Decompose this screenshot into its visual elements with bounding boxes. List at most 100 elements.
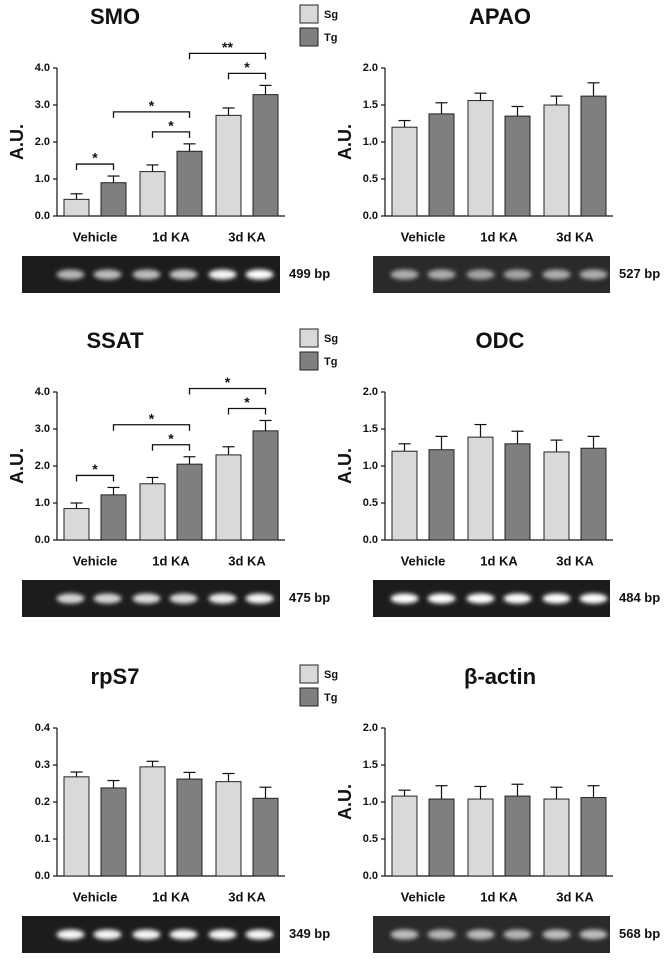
- legend-swatch: [299, 351, 319, 371]
- significance-bracket: [151, 444, 191, 451]
- y-tick-label: 1.5: [363, 423, 378, 435]
- bar: [100, 787, 127, 877]
- significance-bracket: [112, 111, 191, 118]
- legend-swatch: [299, 328, 319, 348]
- bar: [252, 797, 279, 877]
- bar: [100, 182, 127, 217]
- y-axis-label: A.U.: [335, 784, 355, 820]
- x-tick-label: Vehicle: [401, 889, 446, 904]
- chart-title: β-actin: [464, 664, 536, 689]
- y-tick-label: 1.0: [35, 497, 50, 509]
- chart-title: SMO: [90, 4, 140, 29]
- significance-bracket: [75, 163, 115, 171]
- gel-band: [245, 929, 274, 940]
- legend-swatch: [299, 687, 319, 707]
- bar: [428, 798, 455, 877]
- y-tick-label: 2.0: [35, 460, 50, 472]
- significance-label: *: [149, 410, 155, 426]
- significance-label: *: [168, 430, 174, 446]
- legend-label: Tg: [324, 32, 337, 44]
- y-tick-label: 0.0: [363, 210, 378, 222]
- bar: [139, 483, 166, 541]
- x-tick-label: 3d KA: [228, 553, 266, 568]
- y-tick-label: 1.0: [363, 136, 378, 148]
- gel-band: [390, 269, 419, 280]
- band-size-label: 484 bp: [619, 590, 660, 605]
- bar: [63, 508, 90, 541]
- chart-title: APAO: [469, 4, 531, 29]
- y-tick-label: 1.5: [363, 759, 378, 771]
- bar: [139, 766, 166, 877]
- legend-label: Tg: [324, 692, 337, 704]
- bar: [543, 798, 570, 877]
- chart-title: ODC: [476, 328, 525, 353]
- bar: [428, 113, 455, 217]
- y-tick-label: 0.1: [35, 833, 50, 845]
- bar: [391, 126, 418, 217]
- x-tick-label: 3d KA: [228, 889, 266, 904]
- gel-band: [466, 593, 495, 604]
- legend-label: Sg: [324, 333, 338, 345]
- gel-band: [427, 269, 456, 280]
- bar: [580, 95, 607, 217]
- gel-band: [169, 269, 198, 280]
- y-axis-label: A.U.: [335, 124, 355, 160]
- bar: [391, 795, 418, 877]
- gel-band: [466, 269, 495, 280]
- x-tick-label: 1d KA: [480, 553, 518, 568]
- band-size-label: 475 bp: [289, 590, 330, 605]
- bar: [63, 198, 90, 217]
- x-tick-label: 1d KA: [152, 553, 190, 568]
- bar: [504, 795, 531, 877]
- bar: [504, 443, 531, 541]
- bar: [580, 447, 607, 541]
- significance-bracket: [112, 424, 191, 431]
- legend-swatch: [299, 664, 319, 684]
- significance-label: *: [92, 461, 98, 477]
- significance-bracket: [227, 407, 267, 415]
- y-tick-label: 0.0: [363, 534, 378, 546]
- y-tick-label: 4.0: [35, 62, 50, 74]
- y-tick-label: 2.0: [363, 62, 378, 74]
- gel-band: [427, 929, 456, 940]
- band-size-label: 527 bp: [619, 266, 660, 281]
- x-tick-label: Vehicle: [401, 553, 446, 568]
- legend-swatch: [299, 4, 319, 24]
- legend-label: Sg: [324, 9, 338, 21]
- x-tick-label: Vehicle: [73, 553, 118, 568]
- y-tick-label: 4.0: [35, 386, 50, 398]
- y-tick-label: 1.0: [363, 796, 378, 808]
- y-tick-label: 3.0: [35, 423, 50, 435]
- gel-band: [93, 269, 122, 280]
- bar: [252, 430, 279, 541]
- significance-label: *: [244, 394, 250, 410]
- significance-label: *: [244, 59, 250, 75]
- y-axis-label: A.U.: [335, 448, 355, 484]
- x-tick-label: 1d KA: [480, 889, 518, 904]
- bar: [215, 781, 242, 877]
- gel-band: [542, 929, 571, 940]
- y-tick-label: 0.0: [35, 210, 50, 222]
- bar: [580, 797, 607, 877]
- significance-bracket: [188, 52, 267, 60]
- chart-title: rpS7: [91, 664, 140, 689]
- gel-band: [169, 593, 198, 604]
- bar: [467, 436, 494, 541]
- bar: [176, 463, 203, 541]
- gel-band: [579, 929, 608, 940]
- y-tick-label: 0.4: [35, 722, 51, 734]
- y-tick-label: 0.5: [363, 833, 378, 845]
- bar: [176, 150, 203, 217]
- y-tick-label: 2.0: [363, 386, 378, 398]
- gel-band: [542, 269, 571, 280]
- bar: [215, 114, 242, 217]
- gel-band: [245, 593, 274, 604]
- gel-band: [93, 929, 122, 940]
- legend-swatch: [299, 27, 319, 47]
- bar: [391, 450, 418, 541]
- gel-band: [56, 929, 85, 940]
- significance-bracket: [188, 387, 267, 395]
- gel-band: [503, 269, 532, 280]
- x-tick-label: Vehicle: [401, 229, 446, 244]
- bar: [467, 100, 494, 217]
